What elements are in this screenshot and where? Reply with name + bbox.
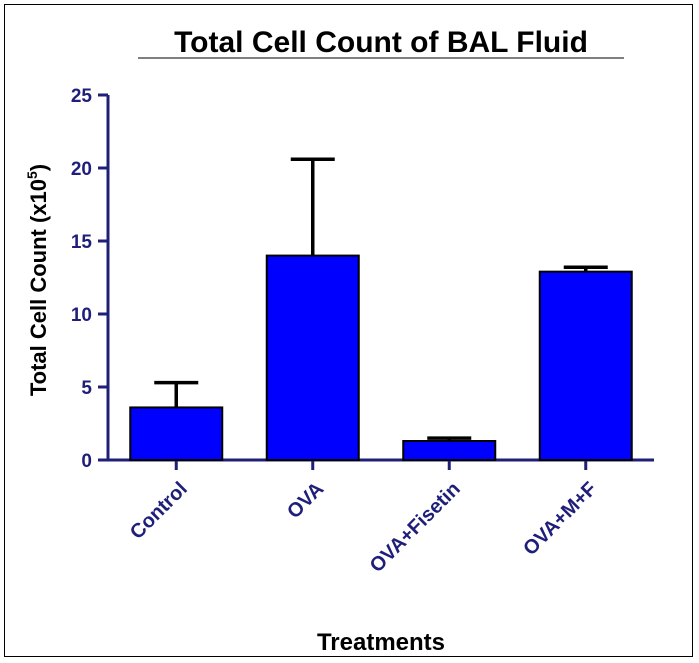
y-axis-label: Total Cell Count (x105) [24, 164, 51, 396]
y-tick-label: 15 [71, 232, 93, 253]
y-tick-label: 25 [71, 86, 93, 107]
y-axis-label-main: Total Cell Count (x10 [26, 179, 51, 396]
y-tick-label: 5 [81, 378, 92, 399]
y-axis-label-sup: 5 [24, 171, 40, 179]
y-axis-label-end: ) [26, 164, 51, 171]
x-tick-label: OVA+M+F [519, 478, 601, 560]
bar [538, 270, 633, 461]
y-axis: 0 5 10 15 20 25 [71, 86, 110, 472]
bar [265, 254, 360, 461]
y-tick-label: 0 [81, 451, 92, 472]
y-tick-label: 20 [71, 159, 92, 180]
bars-group [129, 157, 633, 462]
x-tick-label: Control [126, 478, 192, 544]
y-tick-label: 10 [71, 305, 92, 326]
bar [129, 406, 224, 462]
x-tick-label: OVA [283, 478, 328, 523]
x-axis: Control OVA OVA+Fisetin OVA+M+F [108, 458, 654, 577]
chart-title: Total Cell Count of BAL Fluid [174, 26, 588, 59]
bar [402, 440, 497, 461]
x-tick-label: OVA+Fisetin [366, 478, 465, 577]
x-axis-label: Treatments [317, 629, 445, 656]
